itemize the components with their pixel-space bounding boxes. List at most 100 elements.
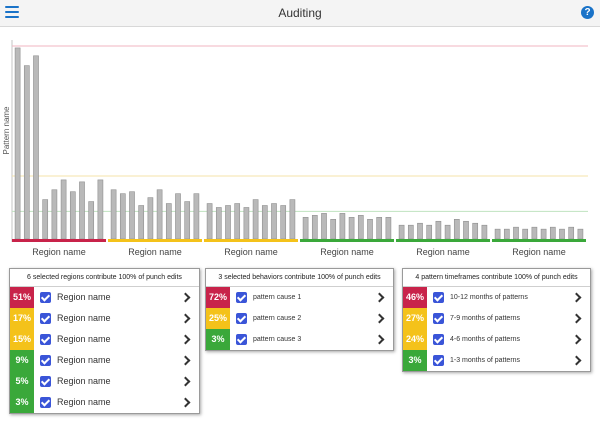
chart-bar: [330, 219, 337, 240]
top-bar: Auditing ?: [0, 0, 600, 27]
chart-bar: [398, 224, 405, 240]
item-label: 4-6 months of patterns: [450, 336, 521, 343]
panel-header: 4 pattern timeframes contribute 100% of …: [403, 269, 590, 287]
contribution-panel: 3 selected behaviors contribute 100% of …: [205, 268, 394, 351]
list-item[interactable]: 9% Region name: [10, 350, 199, 371]
percentage-badge: 5%: [10, 371, 34, 392]
chart-bar: [42, 199, 49, 240]
percentage-badge: 3%: [10, 392, 34, 413]
chart-bar: [339, 213, 346, 240]
item-label: Region name: [57, 313, 111, 323]
checkbox[interactable]: [40, 397, 51, 408]
percentage-badge: 27%: [403, 308, 427, 329]
percentage-badge: 17%: [10, 308, 34, 329]
chevron-right-icon[interactable]: [180, 397, 191, 408]
list-item[interactable]: 27% 7-9 months of patterns: [403, 308, 590, 329]
checkbox[interactable]: [40, 355, 51, 366]
menu-icon[interactable]: [5, 6, 19, 18]
x-tick-label: Region name: [128, 247, 182, 257]
chart-bar: [426, 224, 433, 240]
chart-bar: [206, 203, 213, 240]
chart-bar: [215, 207, 222, 240]
chart-bar: [453, 219, 460, 240]
chart-bar: [444, 224, 451, 240]
x-tick-label: Region name: [512, 247, 566, 257]
list-item[interactable]: 5% Region name: [10, 371, 199, 392]
list-item[interactable]: 46% 10-12 months of patterns: [403, 287, 590, 308]
chart-bar: [540, 228, 547, 240]
checkbox[interactable]: [236, 334, 247, 345]
chevron-right-icon[interactable]: [571, 313, 582, 324]
percentage-badge: 15%: [10, 329, 34, 350]
chart-bar: [14, 47, 21, 240]
checkbox[interactable]: [433, 355, 444, 366]
chevron-right-icon[interactable]: [571, 334, 582, 345]
chart-bar: [417, 222, 423, 240]
chart-bar: [138, 205, 145, 240]
checkbox[interactable]: [40, 334, 51, 345]
list-item[interactable]: 17% Region name: [10, 308, 199, 329]
chart-bar: [225, 205, 231, 240]
chart-bar: [175, 193, 181, 240]
checkbox[interactable]: [236, 313, 247, 324]
chart-bar: [110, 189, 117, 240]
chevron-right-icon[interactable]: [374, 292, 385, 303]
item-label: 10-12 months of patterns: [450, 294, 528, 301]
chevron-right-icon[interactable]: [374, 313, 385, 324]
item-label: Region name: [57, 376, 111, 386]
chart-bar: [357, 215, 364, 240]
checkbox[interactable]: [40, 313, 51, 324]
list-item[interactable]: 3% 1-3 months of patterns: [403, 350, 590, 371]
checkbox[interactable]: [433, 313, 444, 324]
chart-bar: [321, 213, 327, 240]
checkbox[interactable]: [433, 334, 444, 345]
chevron-right-icon[interactable]: [571, 292, 582, 303]
chevron-right-icon[interactable]: [180, 292, 191, 303]
chevron-right-icon[interactable]: [180, 334, 191, 345]
x-tick-label: Region name: [320, 247, 374, 257]
region-status-strip: [492, 239, 586, 242]
chevron-right-icon[interactable]: [180, 355, 191, 366]
checkbox[interactable]: [236, 292, 247, 303]
chevron-right-icon[interactable]: [180, 376, 191, 387]
region-status-strip: [204, 239, 298, 242]
chart-bar: [23, 65, 30, 240]
chevron-right-icon[interactable]: [571, 355, 582, 366]
chart-bar: [367, 219, 373, 240]
chart-bar: [503, 228, 510, 240]
item-label: pattern cause 3: [253, 336, 302, 343]
checkbox[interactable]: [433, 292, 444, 303]
contribution-panel: 4 pattern timeframes contribute 100% of …: [402, 268, 591, 372]
list-item[interactable]: 15% Region name: [10, 329, 199, 350]
chart-bar: [234, 203, 241, 240]
chart-bar: [147, 197, 154, 240]
checkbox[interactable]: [40, 376, 51, 387]
list-item[interactable]: 25% pattern cause 2: [206, 308, 393, 329]
percentage-badge: 9%: [10, 350, 34, 371]
list-item[interactable]: 3% Region name: [10, 392, 199, 413]
item-label: Region name: [57, 292, 111, 302]
chart-bar: [559, 228, 565, 240]
item-label: 1-3 months of patterns: [450, 357, 521, 364]
chevron-right-icon[interactable]: [374, 334, 385, 345]
list-item[interactable]: 51% Region name: [10, 287, 199, 308]
help-icon[interactable]: ?: [581, 6, 594, 19]
list-item[interactable]: 72% pattern cause 1: [206, 287, 393, 308]
chart-bar: [435, 220, 442, 240]
chart-bar: [472, 222, 479, 240]
bar-chart: Pattern name Region name Region name Region…: [2, 40, 588, 257]
list-item[interactable]: 3% pattern cause 3: [206, 329, 393, 350]
region-status-strip: [300, 239, 394, 242]
chart-bar: [577, 228, 584, 240]
percentage-badge: 3%: [206, 329, 230, 350]
page-title: Auditing: [278, 6, 322, 20]
chart-bar: [407, 224, 414, 240]
chart-bar: [311, 215, 318, 240]
chart-bar: [129, 191, 135, 240]
chevron-right-icon[interactable]: [180, 313, 191, 324]
chart-bar: [494, 228, 501, 240]
x-tick-label: Region name: [416, 247, 470, 257]
list-item[interactable]: 24% 4-6 months of patterns: [403, 329, 590, 350]
checkbox[interactable]: [40, 292, 51, 303]
chart-bar: [51, 189, 58, 240]
